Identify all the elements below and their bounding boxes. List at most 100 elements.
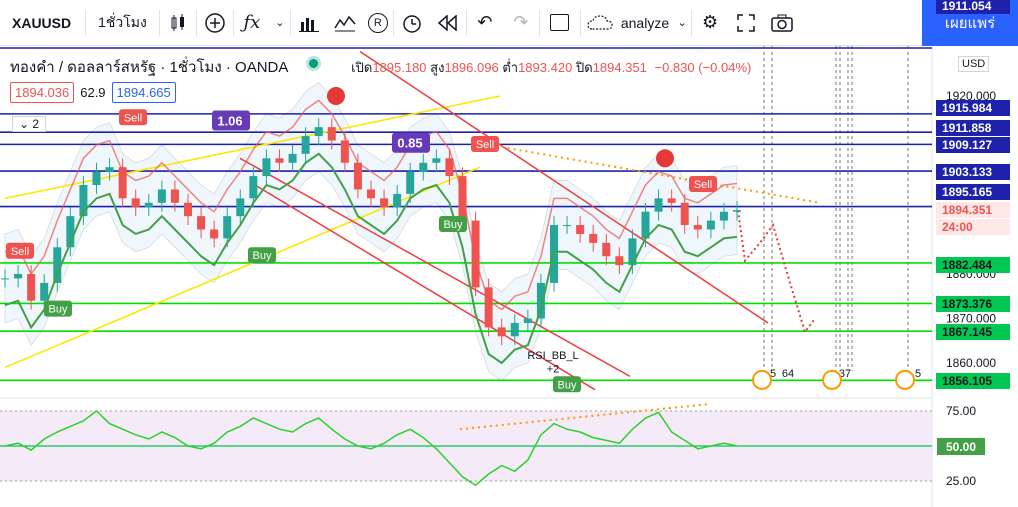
candle-body (641, 211, 650, 239)
candle-body (458, 176, 467, 221)
fullscreen-square-icon[interactable] (540, 0, 580, 46)
candle-body (170, 189, 179, 203)
ohlc-values: เปิด1895.180 สูง1896.096 ต่ำ1893.420 ปิด… (351, 60, 751, 75)
expand-icon[interactable] (728, 0, 764, 46)
currency-badge[interactable]: USD (958, 56, 990, 72)
candle-body (484, 287, 493, 328)
close-label: ปิด (575, 60, 593, 75)
layout-cloud-icon[interactable] (581, 0, 619, 46)
chevron-down-icon[interactable]: ⌄ (677, 17, 687, 29)
toolbar-divider (465, 9, 467, 36)
collapse-indicators-button[interactable]: ⌄ 2 (12, 116, 47, 132)
templates-icon[interactable] (327, 0, 363, 46)
signal-buy-badge (553, 376, 581, 393)
toolbar-divider (195, 9, 197, 36)
rewind-icon[interactable] (430, 0, 466, 46)
toolbar-divider (538, 9, 540, 36)
layout-name[interactable]: analyze (620, 14, 670, 31)
signal-sell-label: Sell (11, 246, 29, 258)
candle-body (92, 171, 101, 185)
signal-sell-label: Sell (124, 112, 142, 124)
candle-body (602, 242, 611, 257)
candle-body (79, 185, 88, 217)
signal-sell-badge (471, 135, 499, 152)
price-level-label: 1856.105 (936, 373, 1010, 389)
camera-icon[interactable] (764, 0, 800, 46)
toolbar-divider (85, 9, 87, 36)
buy-price-badge[interactable]: 1894.665 (111, 82, 176, 103)
high-value: 1896.096 (444, 60, 499, 75)
signal-sell-badge (6, 242, 34, 259)
candle-body (576, 225, 585, 234)
bar-chart-icon[interactable] (291, 0, 327, 46)
chevron-down-icon[interactable]: ⌄ (275, 17, 285, 29)
candle-body (144, 202, 153, 208)
supertrend-green (4, 152, 738, 365)
rsi-pane (0, 403, 932, 487)
toolbar-divider (232, 9, 234, 36)
collapse-count: 2 (32, 117, 40, 131)
open-value: 1895.180 (372, 60, 427, 75)
candle-body (14, 274, 23, 279)
us-flag-icon (752, 369, 772, 390)
candle-body (497, 327, 506, 337)
candle-body (510, 322, 519, 337)
redo-icon[interactable]: ↷ (513, 12, 529, 32)
candle-body (340, 140, 349, 163)
change-value: −0.830 (−0.04%) (654, 60, 752, 75)
chart-annotation: +2 (547, 363, 560, 375)
rsi-value-tag (937, 438, 985, 455)
indicators-fx-icon[interactable]: ƒx (243, 12, 261, 33)
symbol-search[interactable]: XAUUSD (12, 14, 72, 31)
top-toolbar: XAUUSD 1ชั่วโมง ƒx ⌄ R ↶ ↷ analyze ⌄ ⚙ (0, 0, 1018, 46)
undo-icon[interactable]: ↶ (477, 12, 493, 32)
compare-plus-icon[interactable] (197, 0, 233, 46)
price-chart-canvas[interactable]: Sell Sell Sell Sell Buy Buy Buy Buy 1.06 0.85 RSI_… (0, 46, 1018, 507)
candle-body (66, 216, 75, 248)
red-channel-mid (239, 157, 631, 378)
candle-body (288, 153, 297, 163)
chart-annotation: 37 (839, 368, 851, 380)
price-level-label: 1894.351 (936, 202, 1010, 218)
candle-body (563, 225, 572, 227)
candles-icon[interactable] (160, 0, 196, 46)
price-axis-tick: 25.00 (946, 474, 976, 488)
candle-body (197, 216, 206, 230)
cat-sell-icon (327, 87, 345, 105)
alert-clock-icon[interactable] (394, 0, 430, 46)
sell-price-badge[interactable]: 1894.036 (10, 82, 75, 103)
price-axis-tick: 1920.000 (946, 89, 996, 103)
legend-title: ทองคำ / ดอลลาร์สหรัฐ · 1ชั่วโมง · OANDA (10, 59, 289, 76)
candle-body (184, 202, 192, 217)
candle-body (131, 198, 140, 208)
price-axis-tick: 1870.000 (946, 312, 996, 326)
price-level-label: 1873.376 (936, 296, 1010, 312)
toolbar-divider (691, 9, 693, 36)
price-axis-tick: 75.00 (946, 404, 976, 418)
price-level-label: 1895.165 (936, 184, 1010, 200)
candle-body (210, 229, 219, 239)
chart-annotation: 5 (770, 368, 776, 380)
candle-body (275, 158, 284, 163)
us-flag-icon (822, 369, 842, 390)
close-value: 1894.351 (592, 60, 647, 75)
signal-sell-badge (689, 176, 717, 192)
gear-icon[interactable]: ⚙ (702, 12, 719, 32)
replay-r-icon[interactable]: R (363, 0, 393, 46)
candle-body (27, 274, 36, 301)
toolbar-divider (579, 9, 581, 36)
signal-sell-label: Sell (476, 139, 494, 151)
low-label: ต่ำ (502, 60, 519, 75)
yellow-trendline-upper (4, 95, 501, 200)
interval-selector[interactable]: 1ชั่วโมง (98, 13, 147, 30)
low-value: 1893.420 (518, 60, 573, 75)
candle-body (615, 256, 624, 266)
candle-body (118, 167, 127, 199)
candle-body (314, 127, 323, 137)
fib-label-box (212, 110, 250, 131)
cat-sell-icon (656, 149, 674, 168)
candle-body (380, 198, 389, 208)
candle-body (680, 202, 689, 226)
signal-sell-label: Sell (694, 179, 712, 191)
signal-buy-label: Buy (558, 379, 577, 391)
